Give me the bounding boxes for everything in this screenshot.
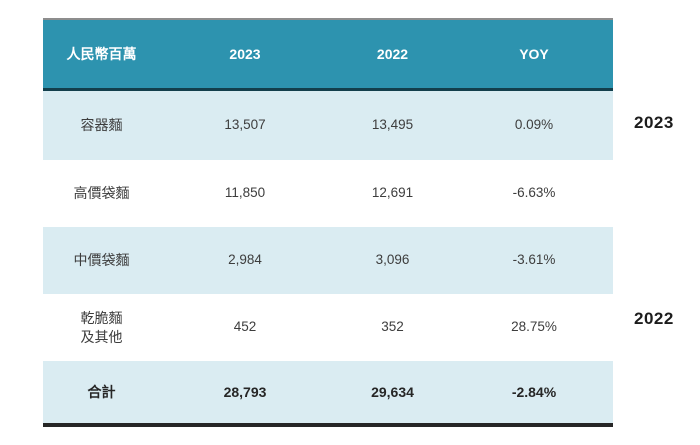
revenue-table: 人民幣百萬 2023 2022 YOY 容器麵 13,507 13,495 0.… bbox=[43, 18, 613, 427]
value-2023: 452 bbox=[233, 319, 257, 335]
table-header-row: 人民幣百萬 2023 2022 YOY bbox=[43, 20, 613, 88]
table-top-rule bbox=[43, 18, 613, 20]
table-row: 容器麵 13,507 13,495 0.09% bbox=[43, 91, 613, 160]
header-cell-2023: 2023 bbox=[229, 45, 261, 62]
row-label: 高價袋麵 bbox=[73, 185, 130, 202]
value-2022: 12,691 bbox=[371, 185, 414, 201]
side-label-2023: 2023 bbox=[634, 113, 674, 132]
value-2023: 13,507 bbox=[224, 117, 266, 133]
value-yoy: -6.63% bbox=[512, 185, 556, 201]
row-label: 乾脆麵 及其他 bbox=[80, 309, 123, 345]
value-2022: 13,495 bbox=[371, 117, 414, 133]
value-yoy: 28.75% bbox=[511, 319, 557, 335]
side-label-2022: 2022 bbox=[634, 309, 674, 328]
value-2023: 11,850 bbox=[224, 185, 266, 201]
row-label: 中價袋麵 bbox=[73, 252, 130, 269]
total-label: 合計 bbox=[87, 383, 116, 400]
table-row: 中價袋麵 2,984 3,096 -3.61% bbox=[43, 227, 613, 294]
value-yoy: -3.61% bbox=[512, 252, 556, 268]
table-row: 高價袋麵 11,850 12,691 -6.63% bbox=[43, 160, 613, 227]
value-2022: 352 bbox=[381, 319, 404, 335]
total-2023: 28,793 bbox=[223, 383, 267, 400]
header-cell-yoy: YOY bbox=[519, 45, 549, 62]
value-2023: 2,984 bbox=[228, 252, 262, 268]
total-yoy: -2.84% bbox=[511, 383, 557, 400]
table-bottom-rule bbox=[43, 423, 613, 427]
total-2022: 29,634 bbox=[371, 383, 414, 400]
table-row: 乾脆麵 及其他 452 352 28.75% bbox=[43, 294, 613, 361]
header-cell-currency: 人民幣百萬 bbox=[66, 45, 137, 62]
value-yoy: 0.09% bbox=[514, 117, 554, 133]
header-separator bbox=[43, 88, 613, 91]
table-total-row: 合計 28,793 29,634 -2.84% bbox=[43, 361, 613, 423]
header-cell-2022: 2022 bbox=[376, 45, 409, 62]
value-2022: 3,096 bbox=[375, 252, 410, 268]
row-label: 容器麵 bbox=[80, 117, 123, 134]
